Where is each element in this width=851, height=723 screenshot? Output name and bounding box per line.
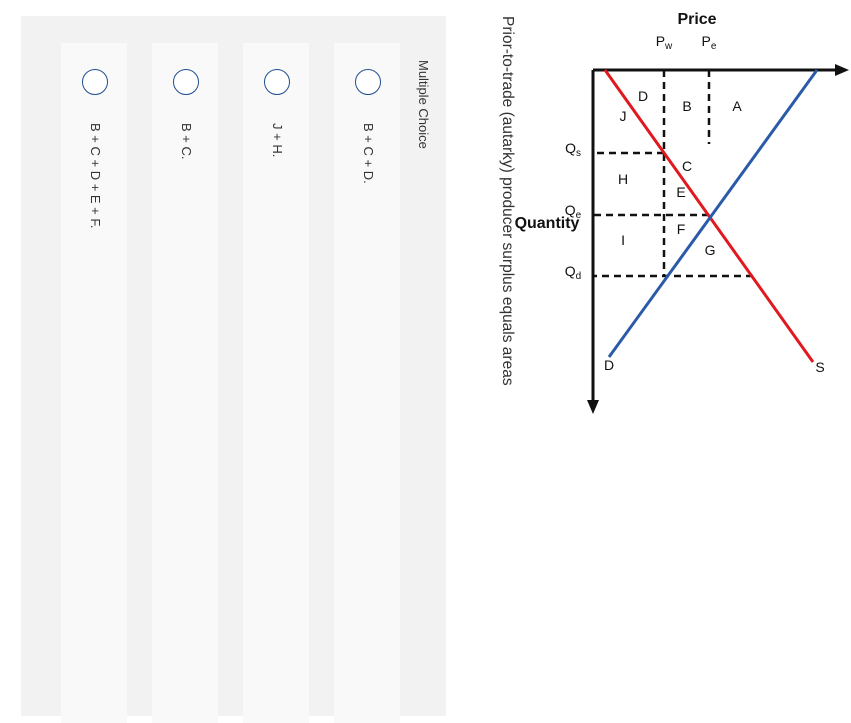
pe-label: Pe bbox=[702, 33, 717, 52]
qd-label: Qd bbox=[565, 263, 581, 282]
radio-button[interactable] bbox=[264, 69, 290, 95]
multiple-choice-header: Multiple Choice bbox=[416, 60, 431, 149]
choice-option-3[interactable]: B + C. bbox=[152, 43, 218, 723]
y-axis-label: Price bbox=[677, 11, 716, 28]
area-label-h: H bbox=[618, 171, 628, 187]
radio-button[interactable] bbox=[82, 69, 108, 95]
choice-option-4[interactable]: B + C + D + E + F. bbox=[61, 43, 127, 723]
area-label-a: A bbox=[732, 98, 742, 114]
svg-text:Qd: Qd bbox=[565, 263, 581, 282]
svg-text:Qe: Qe bbox=[565, 202, 582, 221]
y-axis-arrow bbox=[835, 64, 849, 76]
x-axis-label: Quantity bbox=[515, 215, 580, 232]
area-label-d: D bbox=[638, 88, 648, 104]
choice-label: B + C + D + E + F. bbox=[88, 123, 103, 229]
svg-text:Pw: Pw bbox=[656, 33, 673, 52]
svg-text:Qs: Qs bbox=[565, 140, 581, 159]
diagram-svg: Price Quantity Pe Pw Qs Qe Qd S D bbox=[515, 11, 849, 414]
choice-label: J + H. bbox=[270, 123, 285, 158]
choice-option-2[interactable]: J + H. bbox=[243, 43, 309, 723]
qe-label: Qe bbox=[565, 202, 582, 221]
supply-demand-diagram: Price Quantity Pe Pw Qs Qe Qd S D bbox=[511, 0, 851, 716]
area-label-g: G bbox=[705, 242, 716, 258]
svg-text:Pe: Pe bbox=[702, 33, 717, 52]
area-label-f: F bbox=[677, 221, 686, 237]
demand-curve bbox=[603, 69, 815, 363]
area-label-b: B bbox=[682, 98, 691, 114]
question-text: Prior-to-trade (autarky) producer surplu… bbox=[499, 16, 516, 386]
supply-curve bbox=[607, 69, 819, 358]
demand-label: D bbox=[604, 357, 614, 373]
choice-label: B + C + D. bbox=[361, 123, 376, 184]
multiple-choice-panel: Multiple Choice B + C + D. J + H. B + C.… bbox=[21, 16, 446, 723]
radio-button[interactable] bbox=[173, 69, 199, 95]
area-label-e: E bbox=[676, 184, 685, 200]
radio-button[interactable] bbox=[355, 69, 381, 95]
area-label-c: C bbox=[682, 158, 692, 174]
area-label-i: I bbox=[621, 232, 625, 248]
x-axis-arrow bbox=[587, 400, 599, 414]
choice-label: B + C. bbox=[179, 123, 194, 160]
pw-label: Pw bbox=[656, 33, 673, 52]
supply-label: S bbox=[815, 359, 824, 375]
area-label-j: J bbox=[620, 108, 627, 124]
choice-option-1[interactable]: B + C + D. bbox=[334, 43, 400, 723]
qs-label: Qs bbox=[565, 140, 581, 159]
